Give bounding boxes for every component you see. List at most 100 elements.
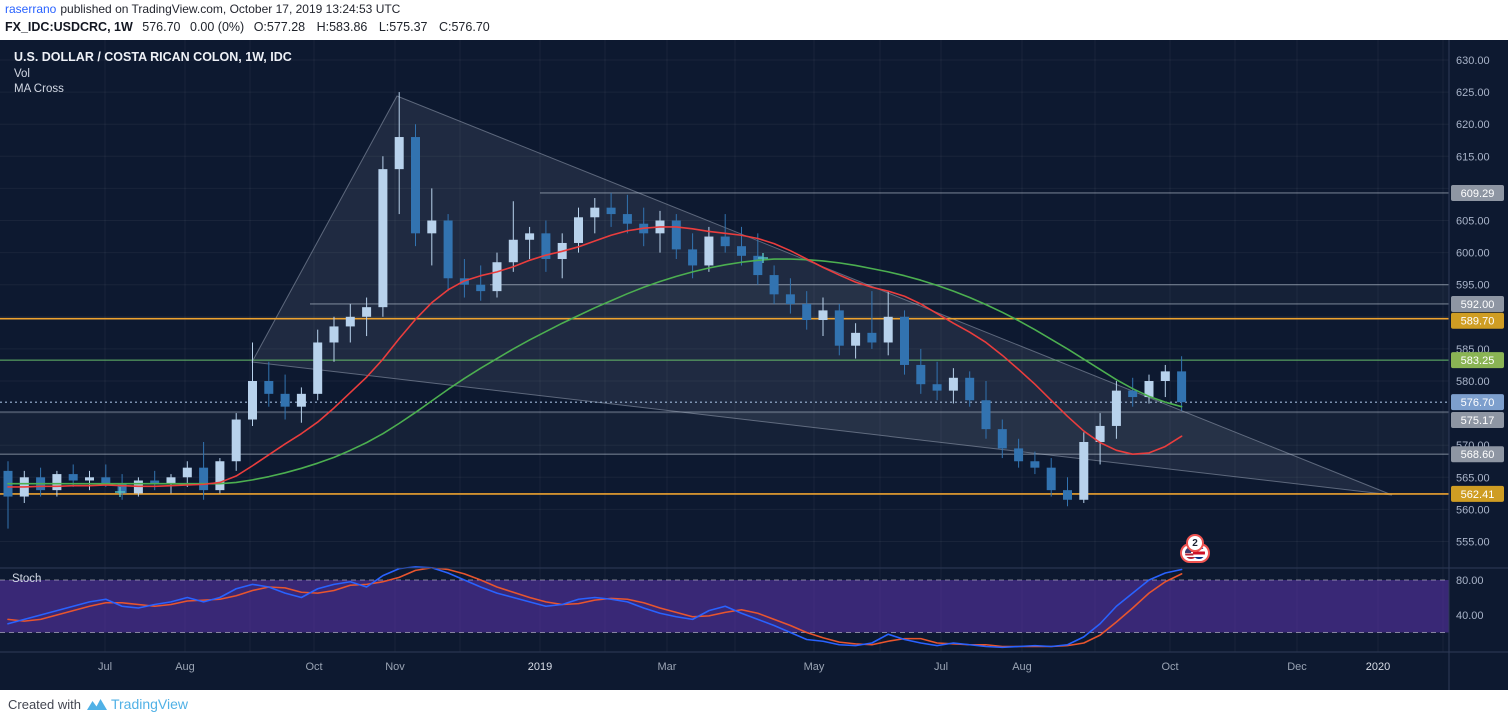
candle-body (671, 220, 681, 250)
price-badge (1451, 295, 1504, 312)
svg-text:595.00: 595.00 (1456, 280, 1490, 292)
candle-body (785, 294, 795, 304)
svg-text:Oct: Oct (1161, 661, 1178, 673)
candle-body (345, 316, 355, 327)
high-value: H:583.86 (317, 20, 368, 34)
candle-body (199, 467, 209, 491)
economic-events-marker[interactable]: 2 (1173, 534, 1217, 566)
legend-symbol[interactable]: U.S. DOLLAR / COSTA RICAN COLON, 1W, IDC (14, 50, 292, 64)
svg-text:Aug: Aug (175, 661, 195, 673)
candle-body (1177, 371, 1187, 403)
svg-text:May: May (804, 661, 825, 673)
chart-legend: U.S. DOLLAR / COSTA RICAN COLON, 1W, IDC… (14, 50, 292, 98)
candle-body (313, 342, 323, 394)
svg-text:40.00: 40.00 (1456, 610, 1484, 622)
candle-body (248, 381, 257, 420)
candle-body (590, 207, 600, 218)
candle-body (1128, 390, 1138, 398)
us-flag-canton (1185, 547, 1191, 553)
candle-body (753, 255, 763, 276)
price-badge (1451, 412, 1504, 429)
svg-text:615.00: 615.00 (1456, 151, 1490, 163)
candle-body (525, 233, 535, 240)
candle-body (362, 307, 372, 317)
stoch-legend[interactable]: Stoch (12, 573, 42, 585)
legend-vol[interactable]: Vol (14, 68, 30, 80)
candle-body (720, 236, 730, 247)
low-label: L: (378, 20, 390, 34)
symbol-line: FX_IDC:USDCRC, 1W 576.70 0.00 (0%) O:577… (5, 20, 498, 34)
candle-body (378, 169, 388, 308)
time-axis[interactable]: Jul Aug Oct Nov 2019 Mar May Jul Aug Oct Dec 2020 (98, 661, 1390, 673)
candle-body (280, 393, 290, 407)
event-count-badge[interactable]: 2 (1186, 534, 1204, 552)
svg-text:630.00: 630.00 (1456, 55, 1490, 67)
candle-body (1111, 390, 1121, 426)
author-link[interactable]: raserrano (5, 2, 57, 16)
close-value: C:576.70 (439, 20, 490, 34)
candles[interactable] (3, 92, 1187, 529)
candle-body (411, 137, 420, 234)
price-badge (1451, 394, 1504, 411)
candle-body (296, 393, 306, 407)
candle-body (688, 249, 698, 266)
open-value: O:577.28 (254, 20, 305, 34)
candle-body (101, 477, 111, 484)
drawing-anchors[interactable] (115, 253, 768, 497)
chart-canvas[interactable]: 630.00 625.00 620.00 615.00 605.00 600.00 595.… (0, 40, 1508, 690)
candle-body (834, 310, 844, 346)
chart-area[interactable]: 630.00 625.00 620.00 615.00 605.00 600.00 595.… (0, 40, 1508, 690)
svg-text:600.00: 600.00 (1456, 248, 1490, 260)
candle-body (1030, 461, 1040, 468)
candle-body (622, 214, 632, 224)
candle-body (1160, 371, 1170, 381)
candle-body (476, 284, 486, 292)
ma-fast-line (7, 226, 1183, 488)
candle-body (492, 262, 502, 292)
candle-body (818, 310, 828, 321)
candle-body (329, 326, 339, 343)
candle-body (900, 316, 909, 365)
tradingview-logo-icon[interactable] (86, 697, 107, 712)
svg-text:Aug: Aug (1012, 661, 1032, 673)
candle-body (215, 461, 225, 491)
triangle-drawing[interactable] (251, 95, 1393, 496)
svg-text:Jul: Jul (98, 661, 112, 673)
candle-body (851, 332, 861, 346)
candle-body (932, 384, 942, 391)
candle-body (1079, 441, 1089, 500)
candle-body (802, 303, 812, 321)
svg-text:565.00: 565.00 (1456, 472, 1490, 484)
candle-body (394, 137, 404, 170)
svg-text:568.60: 568.60 (1461, 449, 1495, 461)
symbol-title[interactable]: FX_IDC:USDCRC, 1W (5, 20, 133, 34)
candle-body (574, 217, 583, 243)
svg-text:589.70: 589.70 (1461, 316, 1495, 328)
candle-body (85, 477, 94, 481)
candle-body (997, 429, 1007, 449)
price-badge (1451, 446, 1504, 463)
low-number: 575.37 (389, 20, 428, 34)
price-badge (1451, 485, 1504, 502)
candle-body (769, 275, 779, 295)
price-badge (1451, 184, 1504, 201)
close-number: 576.70 (451, 20, 490, 34)
svg-text:Mar: Mar (658, 661, 677, 673)
candle-body (867, 332, 877, 343)
svg-text:575.17: 575.17 (1461, 415, 1495, 427)
open-number: 577.28 (266, 20, 306, 34)
candle-body (704, 236, 714, 266)
candle-body (948, 377, 958, 391)
svg-text:Jul: Jul (934, 661, 948, 673)
price-badge (1451, 312, 1504, 329)
svg-text:Oct: Oct (305, 661, 322, 673)
legend-ma-cross[interactable]: MA Cross (14, 83, 64, 95)
candle-body (117, 483, 127, 494)
tradingview-brand-link[interactable]: TradingView (110, 696, 189, 712)
svg-text:562.41: 562.41 (1461, 489, 1495, 501)
price-badges: 609.29 592.00 589.70 583.25 576.70 575.17 568.… (1451, 184, 1504, 502)
open-label: O: (253, 20, 267, 34)
created-with-text: Created with (8, 696, 81, 712)
high-label: H: (316, 20, 330, 34)
